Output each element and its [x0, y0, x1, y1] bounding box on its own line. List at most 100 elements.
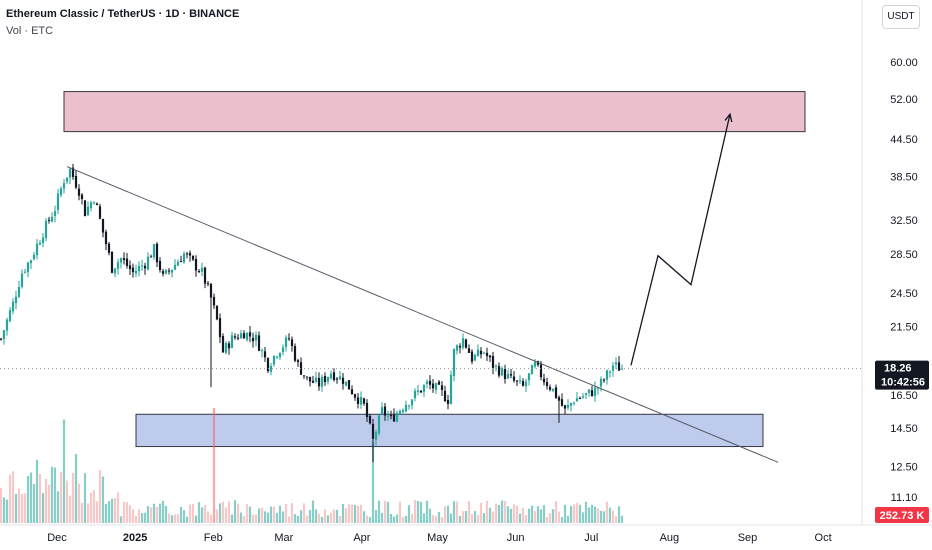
- candle-body: [497, 366, 501, 376]
- candle-body: [212, 296, 216, 306]
- volume-bar: [245, 504, 249, 523]
- volume-bar: [470, 513, 474, 523]
- volume-bar: [473, 511, 477, 523]
- volume-bar: [2, 497, 6, 523]
- volume-bar: [251, 514, 255, 523]
- volume-bar: [11, 471, 15, 523]
- candle-body: [467, 348, 471, 353]
- volume-bar: [152, 503, 156, 523]
- candle-body: [539, 364, 543, 378]
- volume-bar: [542, 505, 546, 523]
- volume-bar: [218, 503, 222, 523]
- volume-bar: [260, 507, 264, 523]
- volume-bar: [581, 512, 585, 523]
- candle-body: [122, 258, 126, 261]
- volume-bar: [395, 514, 399, 523]
- candle-body: [323, 375, 327, 383]
- volume-bar: [209, 514, 213, 523]
- candle-body: [515, 380, 519, 382]
- volume-bar: [434, 516, 438, 523]
- volume-legend[interactable]: Vol · ETC: [6, 25, 54, 37]
- volume-bar: [140, 513, 144, 523]
- candle-body: [182, 253, 186, 263]
- volume-bar: [416, 500, 420, 523]
- candle-body: [62, 183, 66, 189]
- countdown-value: 10:42:56: [881, 377, 925, 389]
- projection-path[interactable]: [630, 114, 731, 366]
- volume-bar: [551, 509, 555, 523]
- candle-body: [389, 415, 393, 417]
- volume-bar: [401, 517, 405, 523]
- last-price-value: 18.26: [884, 363, 912, 375]
- candle-body: [167, 270, 171, 272]
- volume-bar: [446, 505, 450, 523]
- candle-body: [206, 283, 210, 285]
- candle-body: [71, 167, 75, 177]
- candle-body: [449, 374, 453, 404]
- candle-body: [215, 305, 219, 320]
- candle-body: [278, 352, 282, 358]
- candle-body: [257, 335, 261, 351]
- x-tick-label: Oct: [815, 532, 832, 544]
- volume-bar: [476, 515, 480, 523]
- trendline[interactable]: [66, 166, 779, 463]
- candle-body: [38, 242, 42, 245]
- candle-body: [512, 376, 516, 381]
- candle-body: [614, 362, 618, 365]
- candle-body: [227, 343, 231, 349]
- candle-body: [410, 399, 414, 406]
- candle-body: [113, 268, 117, 274]
- candle-body: [86, 206, 90, 216]
- candle-body: [569, 403, 573, 406]
- currency-button[interactable]: USDT: [882, 5, 920, 29]
- candle-body: [290, 339, 294, 347]
- candle-body: [563, 405, 567, 409]
- volume-bar: [170, 515, 174, 523]
- volume-bar: [317, 513, 321, 523]
- candle-body: [155, 243, 159, 263]
- volume-bar: [377, 500, 381, 523]
- candle-body: [377, 415, 381, 434]
- volume-bar: [59, 471, 63, 523]
- candle-body: [425, 381, 429, 384]
- candle-body: [533, 361, 537, 367]
- volume-bar: [515, 505, 519, 523]
- x-tick-label: Dec: [47, 532, 67, 544]
- candle-body: [326, 377, 330, 382]
- volume-bar: [353, 504, 357, 523]
- volume-bar: [617, 506, 621, 523]
- support-zone[interactable]: [135, 413, 764, 448]
- candle-body: [347, 380, 351, 390]
- candle-body: [500, 368, 504, 376]
- volume-bar: [386, 501, 390, 523]
- candle-body: [251, 338, 255, 342]
- candle-body: [191, 255, 195, 260]
- volume-bar: [566, 515, 570, 523]
- volume-bar: [269, 506, 273, 523]
- candle-body: [47, 219, 51, 221]
- volume-bar: [467, 501, 471, 523]
- volume-bar: [134, 515, 138, 523]
- candle-body: [446, 400, 450, 404]
- volume-bar: [614, 516, 618, 523]
- volume-bar: [86, 503, 90, 523]
- candle-body: [359, 397, 363, 405]
- volume-bar: [419, 501, 423, 523]
- volume-bar: [53, 467, 57, 523]
- volume-bar: [47, 484, 51, 523]
- candle-body: [131, 267, 135, 273]
- candle-body: [461, 338, 465, 348]
- y-tick-label: 28.50: [890, 249, 918, 261]
- resistance-zone[interactable]: [63, 91, 806, 133]
- candle-body: [134, 270, 138, 274]
- y-tick-label: 60.00: [890, 57, 918, 69]
- y-tick-label: 32.50: [890, 215, 918, 227]
- candle-body: [581, 396, 585, 398]
- volume-bar: [200, 507, 204, 523]
- candle-body: [524, 381, 528, 386]
- candle-body: [374, 431, 378, 440]
- volume-bar: [68, 495, 72, 523]
- candle-body: [482, 352, 486, 354]
